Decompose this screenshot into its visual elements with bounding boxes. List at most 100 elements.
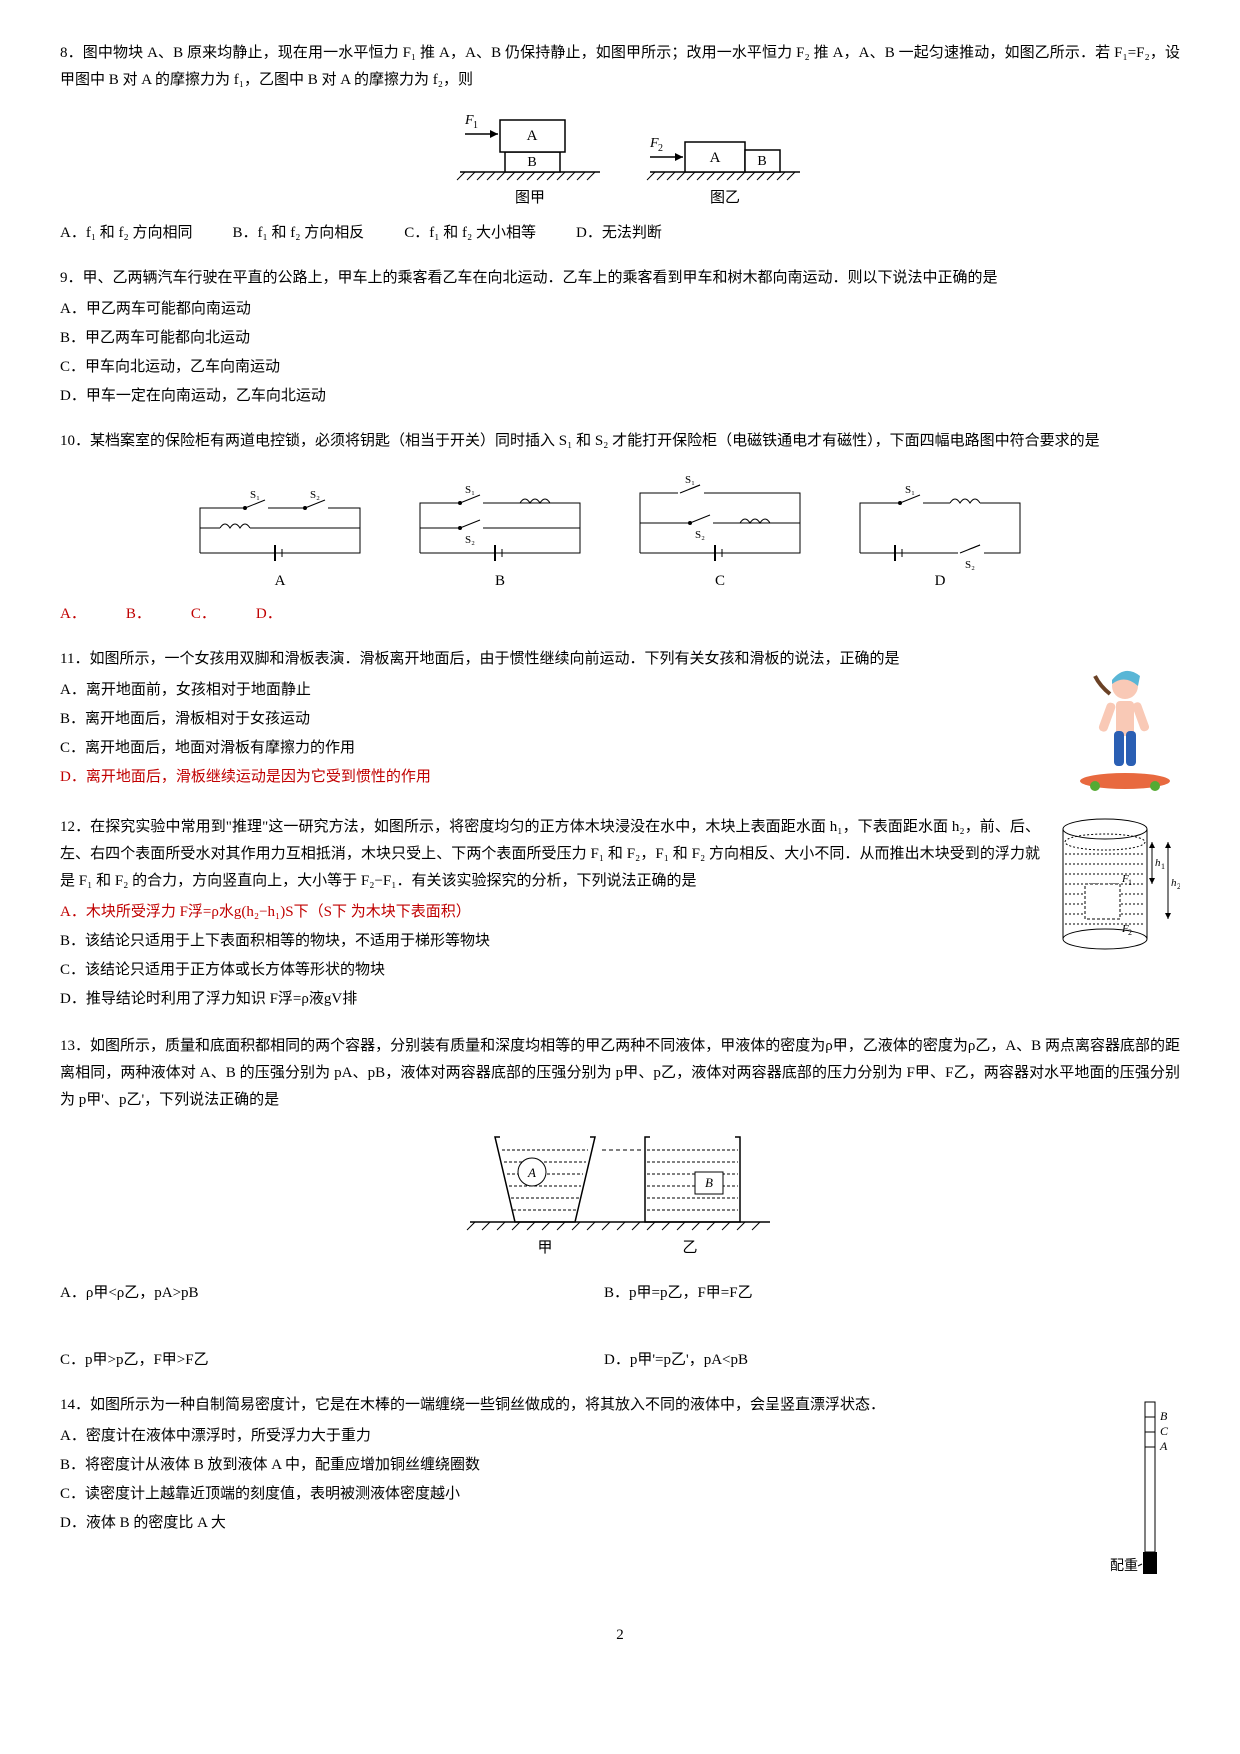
q8-options: A．f₁ 和 f₂ 方向相同 B．f₁ 和 f₂ 方向相反 C．f₁ 和 f₂ … — [60, 220, 1180, 247]
svg-text:S₂: S₂ — [695, 529, 705, 541]
q8-caption-a: 图甲 — [515, 189, 545, 206]
q10-figure: S₁ S₂ S₁ S₂ S₁ — [60, 463, 1180, 593]
q10-label-d: D — [935, 573, 946, 589]
q10-label-a: A — [275, 573, 286, 589]
q10-svg: S₁ S₂ S₁ S₂ S₁ — [170, 463, 1070, 593]
q11-body: ．如图所示，一个女孩用双脚和滑板表演．滑板离开地面后，由于惯性继续向前运动．下列… — [74, 651, 899, 667]
svg-text:1: 1 — [1161, 862, 1165, 871]
q8-opt-d: D．无法判断 — [576, 220, 662, 247]
q8-figure: B A F 1 — [60, 102, 1180, 212]
svg-text:S₂: S₂ — [965, 559, 975, 571]
q9-opt-c: C．甲车向北运动，乙车向南运动 — [60, 354, 1180, 381]
q11-text: 11．如图所示，一个女孩用双脚和滑板表演．滑板离开地面后，由于惯性继续向前运动．… — [60, 646, 1180, 673]
q13-svg: A B — [460, 1122, 780, 1272]
q13-opt-d: D．p甲'=p乙'，pA<pB — [604, 1347, 1108, 1374]
q8-label: 8 — [60, 45, 68, 61]
q13-body: ．如图所示，质量和底面积都相同的两个容器，分别装有质量和深度均相等的甲乙两种不同… — [60, 1038, 1180, 1108]
q10-label-c: C — [715, 573, 725, 589]
q10-options: A． B． C． D． — [60, 601, 1180, 628]
q13-opt-a: A．ρ甲<ρ乙，pA>pB — [60, 1280, 564, 1307]
question-8: 8．图中物块 A、B 原来均静止，现在用一水平恒力 F₁ 推 A，A、B 仍保持… — [60, 40, 1180, 247]
q14-opt-c: C．读密度计上越靠近顶端的刻度值，表明被测液体密度越小 — [60, 1481, 1180, 1508]
q9-opt-a: A．甲乙两车可能都向南运动 — [60, 296, 1180, 323]
q8-text: 8．图中物块 A、B 原来均静止，现在用一水平恒力 F₁ 推 A，A、B 仍保持… — [60, 40, 1180, 94]
circuit-c: S₁ S₂ — [640, 474, 800, 561]
svg-text:甲: 甲 — [537, 1240, 552, 1256]
q10-opt-d: D． — [256, 601, 282, 628]
svg-text:B: B — [527, 155, 536, 170]
q11-options: A．离开地面前，女孩相对于地面静止 B．离开地面后，滑板相对于女孩运动 C．离开… — [60, 677, 1180, 791]
circuit-b: S₁ S₂ — [420, 484, 580, 561]
q10-opt-b: B． — [126, 601, 151, 628]
svg-text:1: 1 — [1128, 878, 1132, 887]
q9-body: ．甲、乙两辆汽车行驶在平直的公路上，甲车上的乘客看乙车在向北运动．乙车上的乘客看… — [68, 270, 998, 286]
q10-label: 10 — [60, 433, 75, 449]
q13-text: 13．如图所示，质量和底面积都相同的两个容器，分别装有质量和深度均相等的甲乙两种… — [60, 1033, 1180, 1114]
q8-opt-a: A．f₁ 和 f₂ 方向相同 — [60, 220, 193, 247]
q14-label: 14 — [60, 1397, 75, 1413]
q12-opt-c: C．该结论只适用于正方体或长方体等形状的物块 — [60, 957, 1180, 984]
question-14: B C A 配重 14．如图所示为一种自制简易密度计，它是在木棒的一端缠绕一些铜… — [60, 1392, 1180, 1592]
svg-text:2: 2 — [1177, 882, 1180, 891]
q8-opt-b: B．f₁ 和 f₂ 方向相反 — [233, 220, 365, 247]
svg-text:B: B — [1160, 1409, 1168, 1423]
circuit-a: S₁ S₂ — [190, 473, 370, 563]
q12-figure: F1 F2 h1 h2 — [1050, 814, 1180, 964]
svg-text:S₁: S₁ — [465, 484, 475, 496]
q14-body: ．如图所示为一种自制简易密度计，它是在木棒的一端缠绕一些铜丝做成的，将其放入不同… — [75, 1397, 885, 1413]
q12-opt-d: D．推导结论时利用了浮力知识 F浮=ρ液gV排 — [60, 986, 1180, 1013]
q13-opt-c: C．p甲>p乙，F甲>F乙 — [60, 1347, 564, 1374]
svg-text:A: A — [527, 128, 538, 144]
q11-opt-b: B．离开地面后，滑板相对于女孩运动 — [60, 706, 1180, 733]
svg-text:B: B — [705, 1175, 713, 1190]
svg-text:B: B — [757, 154, 766, 169]
q14-figure: B C A 配重 — [1090, 1392, 1180, 1592]
q11-svg — [1070, 646, 1180, 796]
q10-opt-c: C． — [191, 601, 216, 628]
q14-options: A．密度计在液体中漂浮时，所受浮力大于重力 B．将密度计从液体 B 放到液体 A… — [60, 1423, 1180, 1537]
svg-text:S₁: S₁ — [250, 489, 260, 501]
q12-opt-b: B．该结论只适用于上下表面积相等的物块，不适用于梯形等物块 — [60, 928, 1180, 955]
q14-opt-d: D．液体 B 的密度比 A 大 — [60, 1510, 1180, 1537]
q14-opt-a: A．密度计在液体中漂浮时，所受浮力大于重力 — [60, 1423, 1180, 1450]
question-12: F1 F2 h1 h2 12．在探究实验中常用到"推理"这一研究方法，如图所示，… — [60, 814, 1180, 1015]
q11-opt-c: C．离开地面后，地面对滑板有摩擦力的作用 — [60, 735, 1180, 762]
q9-opt-b: B．甲乙两车可能都向北运动 — [60, 325, 1180, 352]
q9-opt-d: D．甲车一定在向南运动，乙车向北运动 — [60, 383, 1180, 410]
q9-label: 9 — [60, 270, 68, 286]
question-10: 10．某档案室的保险柜有两道电控锁，必须将钥匙（相当于开关）同时插入 S₁ 和 … — [60, 428, 1180, 628]
circuit-d: S₁ S₂ — [860, 484, 1020, 571]
svg-text:S₂: S₂ — [310, 489, 320, 501]
q10-label-b: B — [495, 573, 505, 589]
q14-text: 14．如图所示为一种自制简易密度计，它是在木棒的一端缠绕一些铜丝做成的，将其放入… — [60, 1392, 1180, 1419]
svg-text:2: 2 — [1128, 928, 1132, 937]
q13-options: A．ρ甲<ρ乙，pA>pB B．p甲=p乙，F甲=F乙 C．p甲>p乙，F甲>F… — [60, 1280, 1180, 1374]
q12-body: ．在探究实验中常用到"推理"这一研究方法，如图所示，将密度均匀的正方体木块浸没在… — [60, 819, 1040, 889]
q13-opt-b: B．p甲=p乙，F甲=F乙 — [604, 1280, 1108, 1307]
q11-opt-d: D．离开地面后，滑板继续运动是因为它受到惯性的作用 — [60, 764, 1180, 791]
q10-opt-a: A． — [60, 601, 86, 628]
q12-label: 12 — [60, 819, 75, 835]
q12-text: 12．在探究实验中常用到"推理"这一研究方法，如图所示，将密度均匀的正方体木块浸… — [60, 814, 1180, 895]
q13-figure: A B — [60, 1122, 1180, 1272]
q10-text: 10．某档案室的保险柜有两道电控锁，必须将钥匙（相当于开关）同时插入 S₁ 和 … — [60, 428, 1180, 455]
q8-opt-c: C．f₁ 和 f₂ 大小相等 — [404, 220, 536, 247]
q8-svg: B A F 1 — [420, 102, 820, 212]
svg-text:A: A — [1159, 1439, 1168, 1453]
q12-svg: F1 F2 h1 h2 — [1050, 814, 1180, 964]
svg-text:S₁: S₁ — [905, 484, 915, 496]
svg-text:2: 2 — [658, 143, 663, 154]
svg-text:乙: 乙 — [682, 1240, 697, 1256]
q12-options: A．木块所受浮力 F浮=ρ水g(h₂−h₁)S下（S下 为木块下表面积） B．该… — [60, 899, 1180, 1013]
page-number: 2 — [60, 1622, 1180, 1649]
svg-text:A: A — [527, 1165, 536, 1180]
q11-label: 11 — [60, 651, 74, 667]
svg-text:S₂: S₂ — [465, 534, 475, 546]
svg-text:C: C — [1160, 1424, 1169, 1438]
question-13: 13．如图所示，质量和底面积都相同的两个容器，分别装有质量和深度均相等的甲乙两种… — [60, 1033, 1180, 1374]
q11-opt-a: A．离开地面前，女孩相对于地面静止 — [60, 677, 1180, 704]
svg-text:S₁: S₁ — [685, 474, 695, 486]
q11-figure — [1070, 646, 1180, 796]
q9-text: 9．甲、乙两辆汽车行驶在平直的公路上，甲车上的乘客看乙车在向北运动．乙车上的乘客… — [60, 265, 1180, 292]
q8-body: ．图中物块 A、B 原来均静止，现在用一水平恒力 F₁ 推 A，A、B 仍保持静… — [60, 45, 1180, 88]
